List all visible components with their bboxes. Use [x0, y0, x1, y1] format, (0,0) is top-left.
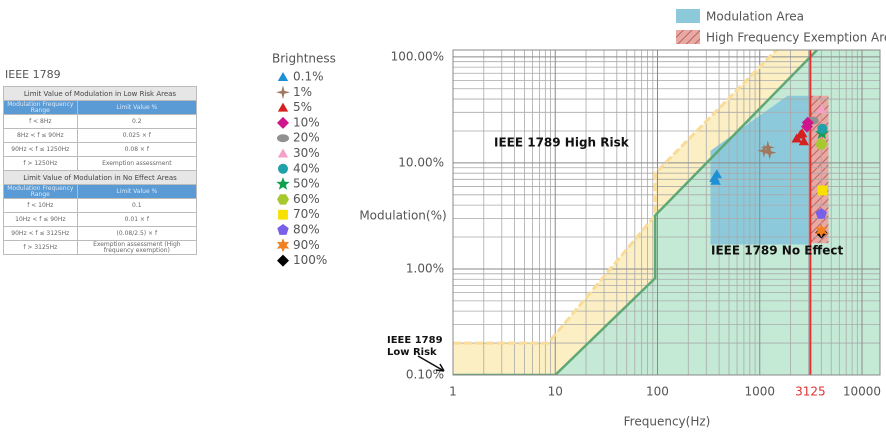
plot-border — [452, 49, 881, 376]
legend-label: 100% — [293, 253, 327, 267]
legend-label: 5% — [293, 100, 312, 114]
x-tick-label: 10000 — [843, 385, 881, 399]
legend-marker — [277, 194, 289, 205]
legend-marker — [276, 238, 290, 253]
table-title: IEEE 1789 — [5, 68, 61, 81]
points — [709, 104, 829, 239]
annotation: IEEE 1789 High Risk — [494, 136, 630, 150]
table: Limit Value of Modulation in Low Risk Ar… — [3, 86, 198, 255]
y-tick-label: 100.00% — [391, 49, 444, 63]
legend-label: 60% — [293, 192, 320, 206]
section-title: Limit Value of Modulation in No Effect A… — [3, 170, 197, 185]
table-row: 90Hz < f ≤ 1250Hz 0.08 × f — [3, 142, 198, 157]
legend-label: 30% — [293, 146, 320, 160]
legend-label: 50% — [293, 177, 320, 191]
table-row: Limit Value of Modulation in Low Risk Ar… — [3, 86, 197, 101]
legend-swatch — [676, 9, 700, 23]
annotation: IEEE 1789 — [387, 335, 443, 346]
overlay — [453, 50, 819, 375]
header-cell: Limit Value % — [76, 100, 198, 115]
data-point — [801, 116, 814, 129]
legend-marker — [277, 224, 289, 235]
x-axis-title: Frequency(Hz) — [624, 415, 711, 429]
legend-title: Brightness — [272, 52, 336, 66]
legend-swatch — [676, 30, 700, 44]
legend-marker — [277, 102, 289, 112]
legend-marker — [277, 148, 289, 158]
legend-label: 0.1% — [293, 70, 324, 84]
table-row: f > 3125Hz Exemption assessment (High fre… — [3, 240, 198, 255]
data-point — [816, 104, 827, 114]
legend-marker — [278, 209, 288, 220]
data-point — [711, 169, 722, 179]
grid — [452, 50, 880, 376]
header-cell: Modulation Frequency Range — [3, 100, 78, 115]
legend-marker — [278, 163, 288, 174]
x-tick-label: 1000 — [744, 385, 775, 399]
data-point — [710, 175, 721, 185]
boundary-line — [453, 50, 779, 345]
x-tick-label: 3125 — [795, 385, 826, 399]
legend-marker — [277, 254, 289, 267]
legend-label: 1% — [293, 85, 312, 99]
data-point — [815, 208, 827, 219]
legend-label: 90% — [293, 238, 320, 252]
legend-marker — [277, 116, 289, 129]
y-tick-label: 0.10% — [406, 368, 444, 382]
table-row: Limit Value of Modulation in No Effect A… — [3, 170, 197, 185]
annotation: Low Risk — [387, 347, 437, 358]
y-tick-label: 10.00% — [398, 155, 444, 169]
data-point — [797, 128, 808, 138]
annotation: IEEE 1789 No Effect — [711, 244, 843, 258]
boundary-line — [453, 50, 819, 375]
legend-marker — [276, 177, 290, 190]
table-row: Modulation Frequency Range Limit Value % — [3, 100, 198, 115]
data-point — [815, 139, 828, 150]
table-row: 10Hz < f ≤ 90Hz 0.01 × f — [3, 212, 198, 227]
header-cell: Modulation Frequency Range — [3, 184, 78, 199]
table-row: Modulation Frequency Range Limit Value % — [3, 184, 198, 199]
legend-marker — [277, 134, 289, 143]
legend-label: 70% — [293, 207, 320, 221]
data-point — [757, 143, 771, 158]
data-point — [798, 136, 809, 146]
area — [710, 95, 811, 245]
annotation-arrow — [417, 355, 445, 372]
y-tick-label: 1.00% — [406, 261, 444, 275]
x-tick-label: 10 — [548, 385, 563, 399]
data-point — [817, 123, 828, 134]
axes: 0.10% 1.00% 10.00% 100.00% 1 10 100 1000 3125 100… — [391, 49, 881, 398]
data-point — [762, 145, 777, 160]
table-body: Limit Value of Modulation in Low Risk Ar… — [3, 86, 198, 255]
legend-label: 10% — [293, 115, 320, 129]
legend-label: 80% — [293, 223, 320, 237]
legend-label: 20% — [293, 131, 320, 145]
table-cell: Exemption assessment (High frequency exe… — [76, 240, 198, 255]
limit-table: IEEE 1789 Limit Value of Modulation in L… — [3, 68, 198, 255]
legend-label: High Frequency Exemption Area — [706, 31, 886, 45]
section-title: Limit Value of Modulation in Low Risk Ar… — [3, 86, 197, 101]
x-tick-label: 100 — [646, 385, 669, 399]
legend-label: Modulation Area — [706, 10, 804, 24]
data-point — [815, 223, 828, 238]
data-point — [817, 185, 828, 196]
legend-marker — [277, 72, 289, 81]
legend-marker — [276, 85, 290, 100]
y-axis-title: Modulation(%) — [359, 209, 446, 223]
table-row: 90Hz < f ≤ 3125Hz (0.08/2.5) × f — [3, 226, 198, 241]
data-point — [760, 140, 775, 155]
x-tick-label: 1 — [449, 385, 457, 399]
legend-label: 40% — [293, 161, 320, 175]
